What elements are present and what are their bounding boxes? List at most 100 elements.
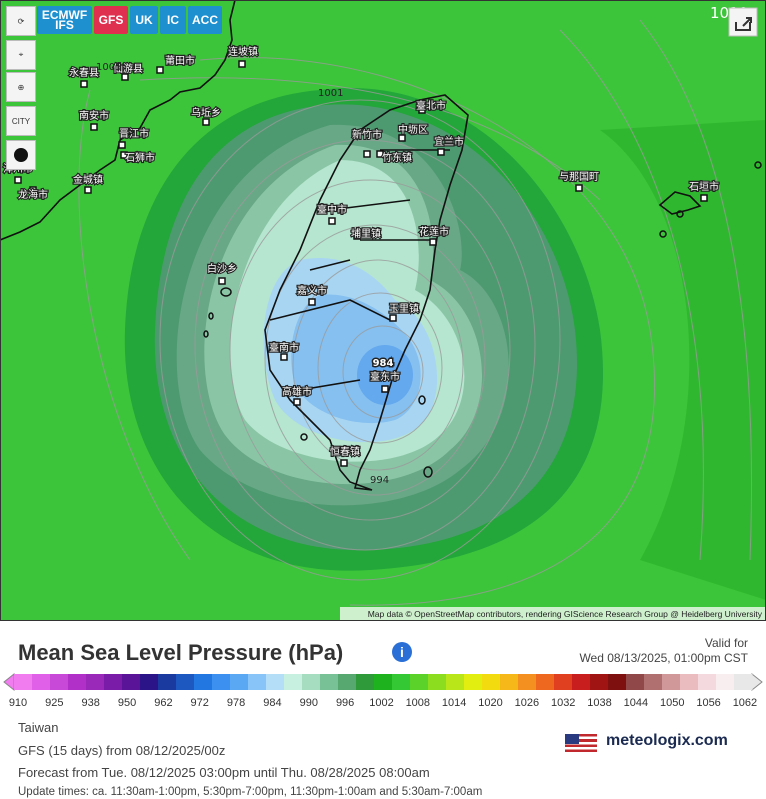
scale-label: 1008 <box>406 697 430 709</box>
brand[interactable]: meteologix.com <box>606 732 728 749</box>
scale-label: 925 <box>45 697 63 709</box>
attribution: Map data © OpenStreetMap contributors, r… <box>368 609 763 619</box>
places: 连坡镇永春县仙游县莆田市南安市乌坵乡晋江市石狮市漳州市金城镇龙海市新竹市中坜区臺… <box>2 44 720 467</box>
place-marker <box>353 232 361 240</box>
scale-label: 984 <box>263 697 281 709</box>
scale-cell <box>500 674 519 690</box>
share-icon <box>735 17 752 31</box>
scale-cell <box>14 674 33 690</box>
place-marker <box>80 80 88 88</box>
refresh-button[interactable]: ⟳ <box>6 6 36 36</box>
isobar-label: 1005 <box>96 62 121 73</box>
place-marker <box>218 277 226 285</box>
scale-cell <box>428 674 447 690</box>
place-label: 中坜区 <box>398 123 428 136</box>
place-marker <box>328 217 336 225</box>
scale-cell <box>626 674 645 690</box>
scale-arrow <box>3 672 15 692</box>
dot-button[interactable] <box>6 140 36 170</box>
isobar-label: 994 <box>370 475 389 486</box>
scale-cell <box>590 674 609 690</box>
map[interactable]: 连坡镇永春县仙游县莆田市南安市乌坵乡晋江市石狮市漳州市金城镇龙海市新竹市中坜区臺… <box>0 0 766 621</box>
scale-cell <box>266 674 285 690</box>
scale-label: 996 <box>336 697 354 709</box>
scale-cell <box>518 674 537 690</box>
place-marker <box>381 385 389 393</box>
place-label: 臺中市 <box>317 203 347 216</box>
model-button[interactable]: ECMWF IFS <box>37 6 92 34</box>
scale-label: 1038 <box>587 697 611 709</box>
place-marker <box>363 150 371 158</box>
scale-cell <box>392 674 411 690</box>
scale-cell <box>734 674 753 690</box>
place-marker <box>121 73 129 81</box>
scale-cell <box>698 674 717 690</box>
scale-label: 910 <box>9 697 27 709</box>
scale-cell <box>356 674 375 690</box>
islands <box>203 161 762 478</box>
model-button[interactable]: UK <box>130 6 158 34</box>
place-label: 与那国町 <box>559 171 599 183</box>
scale-label: 990 <box>300 697 318 709</box>
place-label: 龙海市 <box>18 188 48 201</box>
zoom-button[interactable]: ⊕ <box>6 72 36 102</box>
scale-label: 1056 <box>696 697 720 709</box>
place-marker <box>340 459 348 467</box>
scale-label: 1062 <box>733 697 757 709</box>
place-label: 金城镇 <box>73 173 103 186</box>
place-marker <box>156 66 164 74</box>
scale-cell <box>410 674 429 690</box>
scale-cell <box>104 674 123 690</box>
place-label: 花莲市 <box>419 225 449 238</box>
model-button[interactable]: IC <box>160 6 186 34</box>
place-marker <box>429 238 437 246</box>
title: Mean Sea Level Pressure (hPa) <box>18 640 344 665</box>
region: Taiwan <box>18 720 59 735</box>
scale-cell <box>446 674 465 690</box>
place-label: 玉里镇 <box>389 302 419 315</box>
place-marker <box>120 151 128 159</box>
scale-cell <box>464 674 483 690</box>
place-marker <box>293 398 301 406</box>
attribution-bg <box>340 607 766 621</box>
forecast-range: Forecast from Tue. 08/12/2025 03:00pm un… <box>18 765 430 780</box>
scale-cell <box>86 674 105 690</box>
place-label: 晋江市 <box>119 127 149 140</box>
scale-cell <box>572 674 591 690</box>
isobars <box>78 19 752 606</box>
place-marker <box>84 186 92 194</box>
scale-cell <box>248 674 267 690</box>
scale-cell <box>716 674 735 690</box>
scale-cell <box>32 674 51 690</box>
city-button[interactable]: CITY <box>6 106 36 136</box>
place-marker <box>308 298 316 306</box>
scale-cell <box>554 674 573 690</box>
model-run: GFS (15 days) from 08/12/2025/00z <box>18 743 226 758</box>
scale-cell <box>644 674 663 690</box>
model-button[interactable]: GFS <box>94 6 128 34</box>
scale-cell <box>338 674 357 690</box>
scale-label: 972 <box>191 697 209 709</box>
place-marker <box>575 184 583 192</box>
scale-cell <box>158 674 177 690</box>
model-button[interactable]: ACC <box>188 6 222 34</box>
scale-cell <box>608 674 627 690</box>
scale-label: 1002 <box>369 697 393 709</box>
share-button[interactable] <box>728 7 758 37</box>
legend-panel: Mean Sea Level Pressure (hPa) i Valid fo… <box>0 622 766 799</box>
scale-label: 1026 <box>515 697 539 709</box>
place-label: 南安市 <box>79 109 109 122</box>
info-icon[interactable]: i <box>392 642 412 662</box>
place-marker <box>29 186 37 194</box>
place-marker <box>389 314 397 322</box>
place-label: 永春县 <box>69 66 99 79</box>
place-marker <box>14 176 22 184</box>
scale-cell <box>194 674 213 690</box>
location-button[interactable]: ⌖ <box>6 40 36 70</box>
place-label: 恒春镇 <box>330 445 360 458</box>
isobar-label: 984 <box>373 358 394 369</box>
scale-cell <box>68 674 87 690</box>
scale-label: 978 <box>227 697 245 709</box>
place-label: 臺北市 <box>416 99 446 112</box>
